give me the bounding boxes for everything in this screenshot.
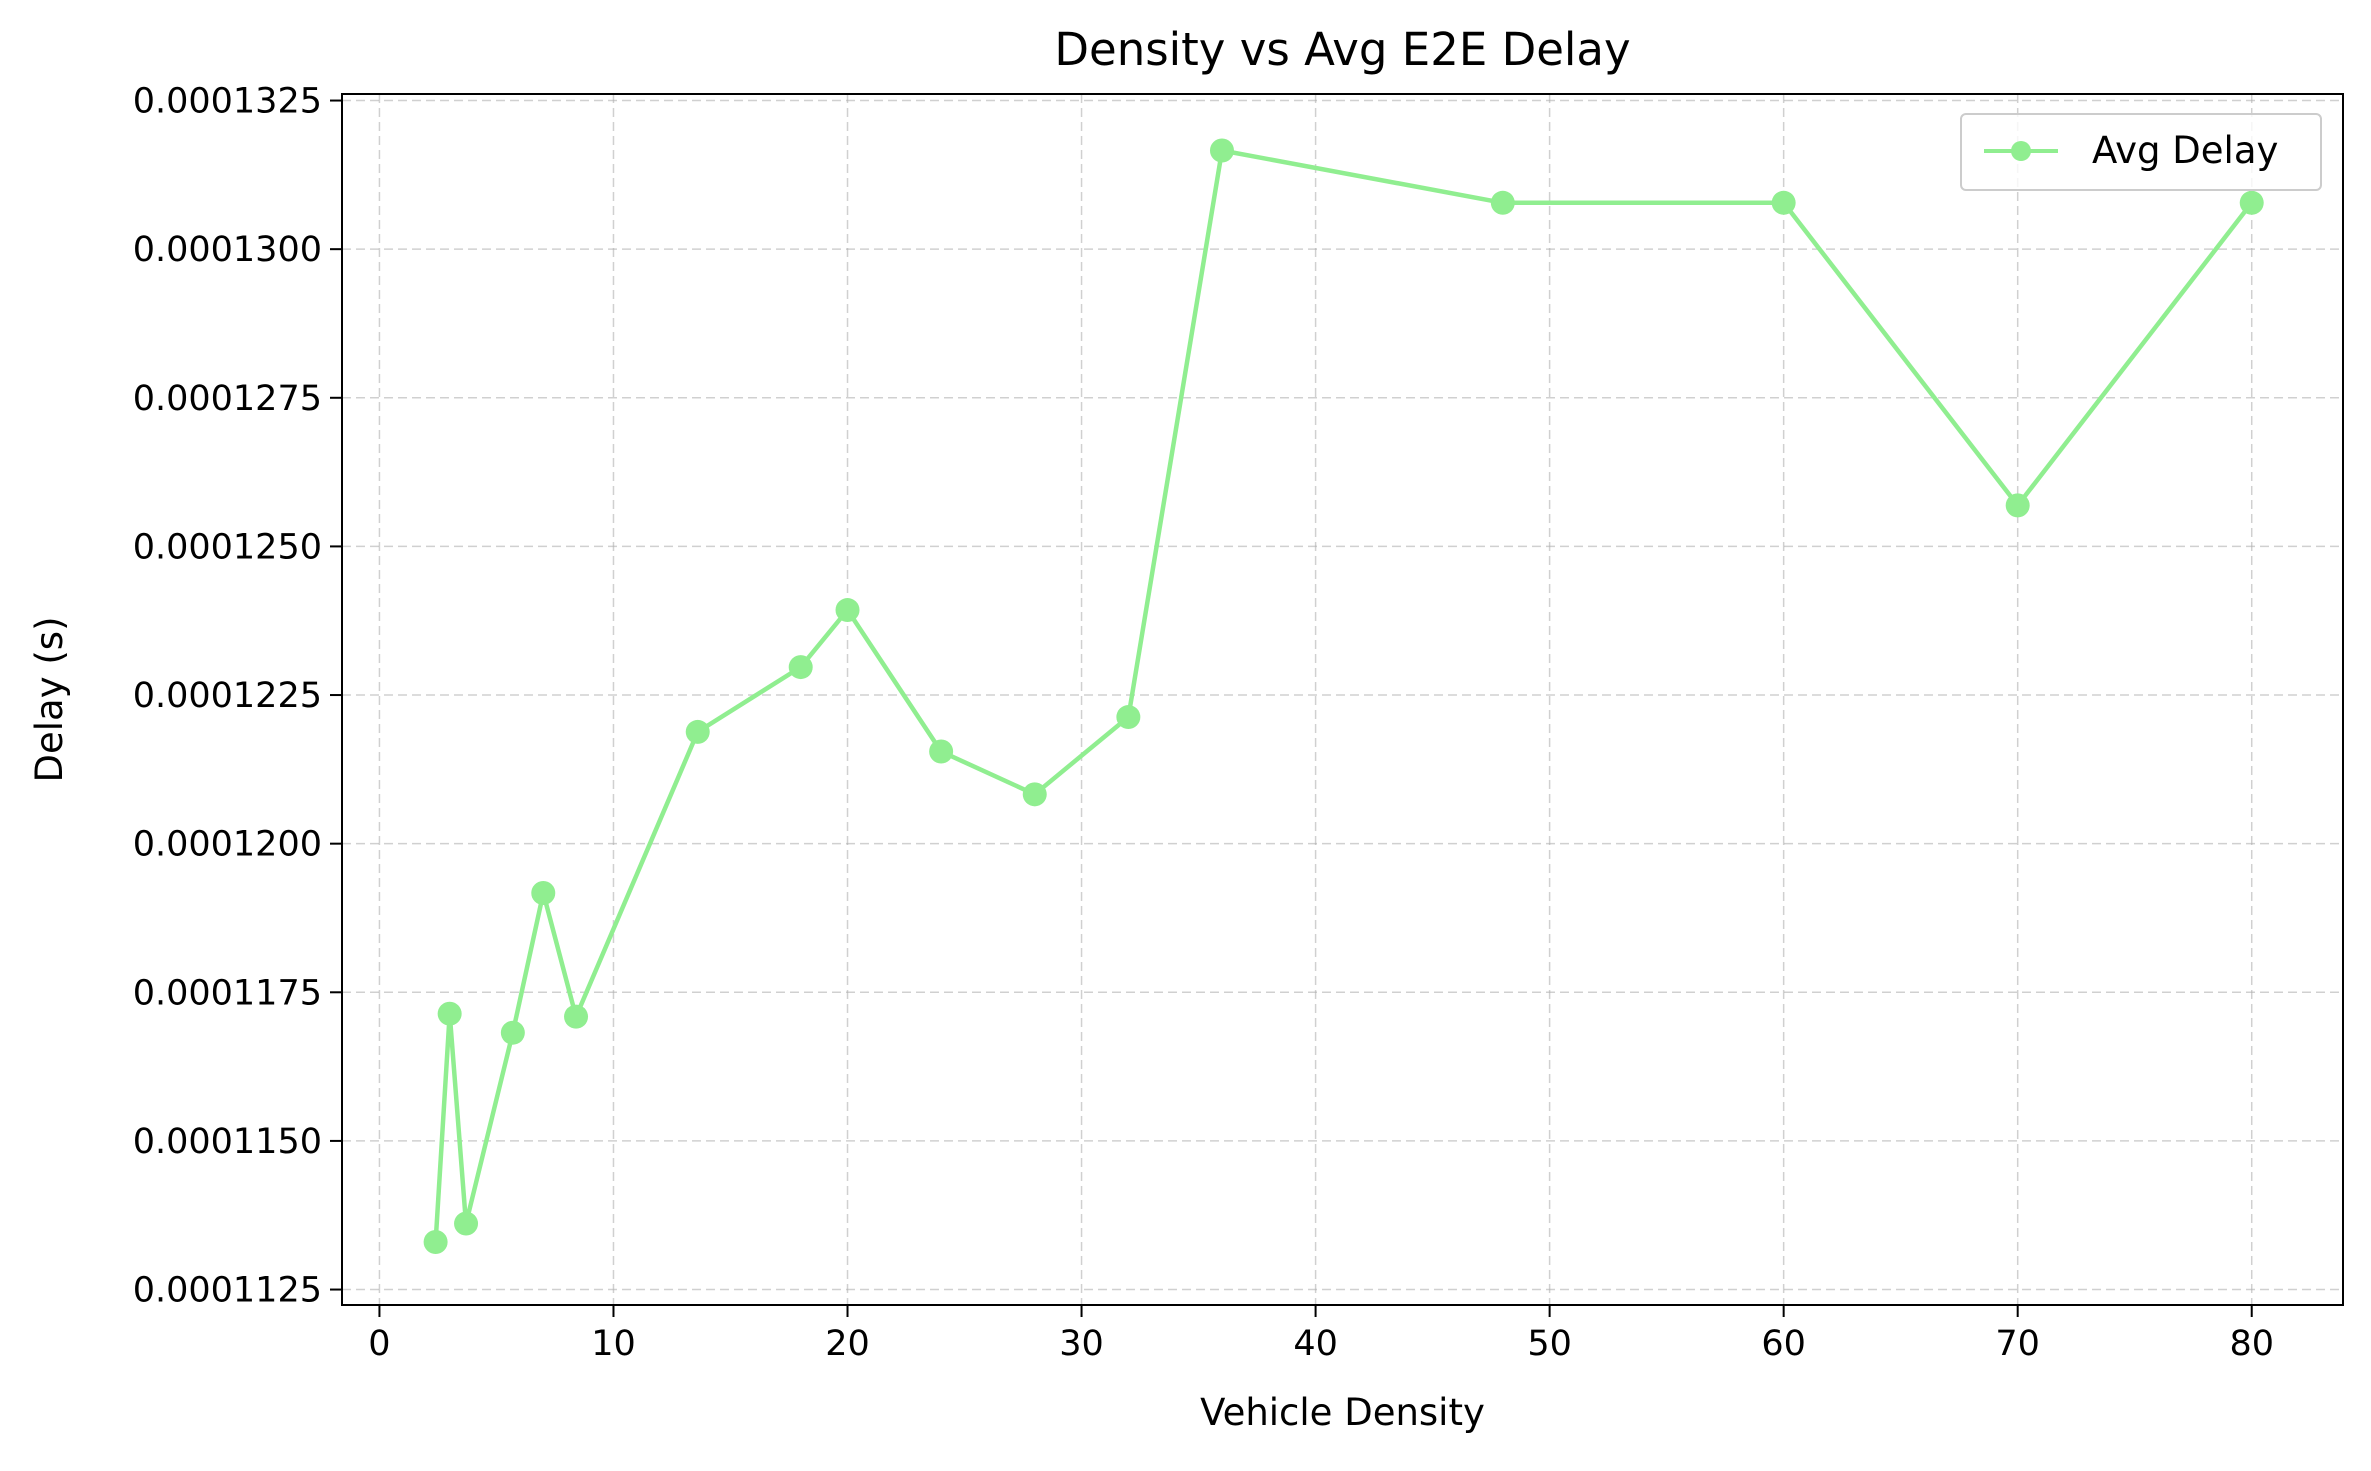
data-point: [2005, 493, 2030, 518]
legend-box: [1960, 113, 2322, 191]
data-point: [685, 719, 710, 744]
x-axis: 0 10 20 30 40 50 60 70 80: [368, 1305, 2274, 1364]
grid: [342, 94, 2343, 1305]
data-point: [454, 1211, 479, 1236]
y-axis: 0.0001125 0.0001150 0.0001175 0.0001200 0.00…: [133, 82, 342, 1311]
data-point: [423, 1229, 448, 1254]
x-tick-label: 50: [1527, 1324, 1572, 1364]
y-tick-label: 0.0001200: [133, 825, 322, 865]
data-point: [1022, 782, 1047, 807]
x-tick-label: 70: [1995, 1324, 2040, 1364]
x-tick-label: 10: [591, 1324, 636, 1364]
data-point: [835, 598, 860, 623]
data-point: [1209, 138, 1234, 163]
y-tick-label: 0.0001150: [133, 1122, 322, 1162]
chart-title: Density vs Avg E2E Delay: [1054, 23, 1630, 76]
x-axis-title: Vehicle Density: [1200, 1391, 1485, 1434]
plot-frame: [341, 93, 2344, 1306]
y-axis-title: Delay (s): [28, 616, 71, 782]
legend-marker-swatch: [2011, 141, 2031, 161]
x-tick-label: 60: [1761, 1324, 1806, 1364]
y-tick-label: 0.0001275: [133, 379, 322, 419]
legend: Avg Delay: [1960, 113, 2322, 191]
y-tick-label: 0.0001225: [133, 676, 322, 716]
data-point: [437, 1001, 462, 1026]
x-tick-label: 30: [1059, 1324, 1104, 1364]
data-point: [1116, 705, 1141, 730]
x-tick-label: 20: [825, 1324, 870, 1364]
y-tick-label: 0.0001250: [133, 527, 322, 567]
data-point: [929, 739, 954, 764]
y-tick-label: 0.0001325: [133, 82, 322, 122]
data-point: [500, 1020, 525, 1045]
data-point: [2239, 190, 2264, 215]
data-point: [531, 881, 556, 906]
legend-label: Avg Delay: [2092, 129, 2278, 172]
data-point: [564, 1004, 589, 1029]
x-tick-label: 0: [368, 1324, 390, 1364]
x-tick-label: 80: [2229, 1324, 2274, 1364]
x-tick-label: 40: [1293, 1324, 1338, 1364]
y-tick-label: 0.0001125: [133, 1271, 322, 1311]
y-tick-label: 0.0001175: [133, 973, 322, 1013]
data-point: [1490, 190, 1515, 215]
series-layer: [423, 138, 2264, 1254]
data-point: [1771, 190, 1796, 215]
data-point: [788, 655, 813, 680]
y-tick-label: 0.0001300: [133, 230, 322, 270]
